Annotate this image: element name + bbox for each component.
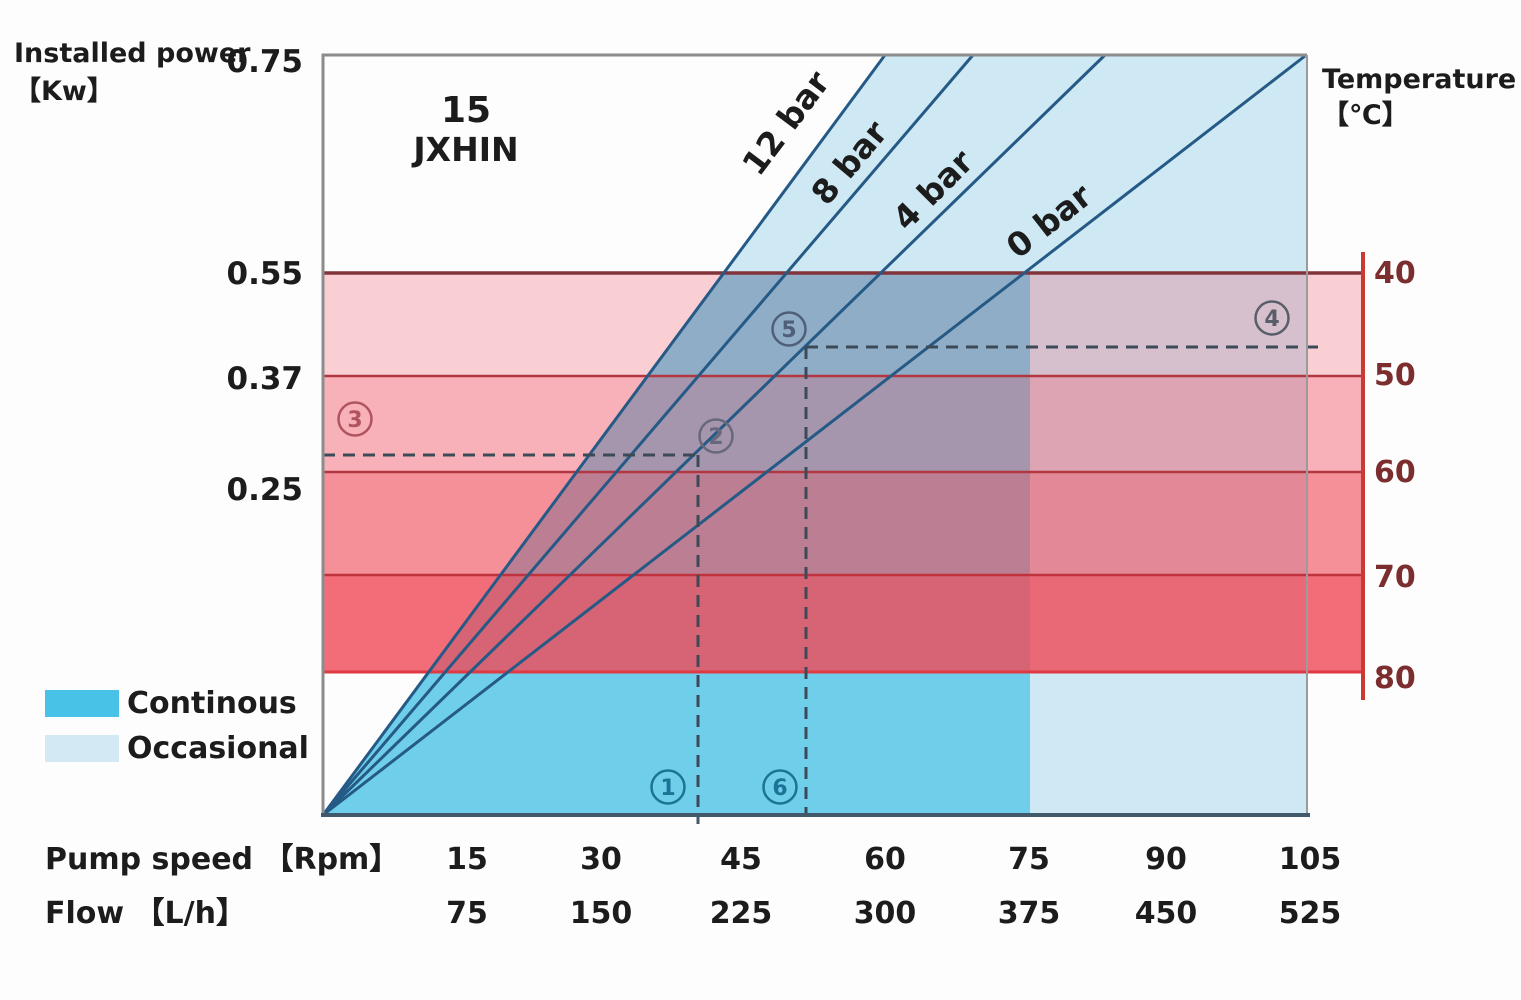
- chart-title-model: JXHIN: [411, 130, 518, 169]
- curve-8bar: [321, 54, 975, 816]
- marker-6-num: 6: [772, 776, 787, 801]
- marker-5-circle: [771, 311, 807, 347]
- power-tick-037: 0.37: [227, 361, 304, 397]
- pump-speed-tick: 45: [720, 842, 762, 877]
- power-tick-025: 0.25: [227, 472, 304, 508]
- flow-axis: Flow 【L/h】 75 150 225 300 375 450 525: [45, 896, 1341, 931]
- marker-6-circle: [762, 769, 798, 805]
- temp-tick-60: 60: [1374, 455, 1416, 490]
- legend: Continous Occasional: [45, 686, 309, 766]
- marker-5: 5: [771, 311, 807, 347]
- legend-label-continuous: Continous: [127, 686, 297, 721]
- pump-speed-tick: 30: [580, 842, 622, 877]
- flow-tick: 75: [446, 896, 488, 931]
- pump-speed-tick: 15: [446, 842, 488, 877]
- curve-12bar: [321, 54, 887, 816]
- marker-5-num: 5: [781, 318, 796, 343]
- marker-1-circle: [650, 769, 686, 805]
- power-tick-055: 0.55: [227, 256, 304, 292]
- curve-4bar: [321, 53, 1107, 817]
- dashed-guide-51rpm: [804, 345, 1318, 813]
- temp-tick-70: 70: [1374, 560, 1416, 595]
- pump-speed-tick: 105: [1279, 842, 1342, 877]
- temp-band-60-70: [323, 472, 1363, 575]
- marker-4-circle: [1254, 300, 1290, 336]
- temp-band-50-60: [323, 376, 1363, 472]
- flow-tick: 225: [710, 896, 773, 931]
- pump-speed-tick: 75: [1008, 842, 1050, 877]
- temp-axis-label: Temperature: [1322, 64, 1516, 95]
- flow-tick: 525: [1279, 896, 1342, 931]
- plot-border-topleft: [321, 53, 1307, 815]
- flow-axis-label: Flow 【L/h】: [45, 896, 246, 931]
- power-axis-label: Installed power: [14, 38, 251, 69]
- marker-3-num: 3: [347, 408, 362, 433]
- pump-speed-tick: 60: [864, 842, 906, 877]
- curve-0bar: [322, 54, 1306, 817]
- temp-tick-80: 80: [1374, 661, 1416, 696]
- marker-4: 4: [1254, 300, 1290, 336]
- pump-speed-tick: 90: [1145, 842, 1187, 877]
- legend-label-occasional: Occasional: [127, 731, 309, 766]
- flow-tick: 450: [1135, 896, 1198, 931]
- marker-3: 3: [337, 401, 373, 437]
- flow-tick: 150: [570, 896, 633, 931]
- temp-tick-40: 40: [1374, 256, 1416, 291]
- temp-band-40-50: [323, 273, 1363, 376]
- marker-1-num: 1: [660, 776, 675, 801]
- marker-2-num: 2: [708, 425, 723, 450]
- marker-3-circle: [337, 401, 373, 437]
- chart-title-size: 15: [441, 90, 491, 131]
- marker-1: 1: [650, 769, 686, 805]
- marker-2: 2: [698, 418, 734, 454]
- legend-swatch-occasional: [45, 735, 119, 762]
- temp-tick-50: 50: [1374, 358, 1416, 393]
- temp-band-70-80: [323, 575, 1363, 672]
- power-tick-075: 0.75: [227, 44, 304, 80]
- temp-axis-unit: 【℃】: [1322, 100, 1409, 131]
- power-axis-unit: 【Kw】: [14, 76, 114, 107]
- marker-2-circle: [698, 418, 734, 454]
- pump-speed-axis: Pump speed 【Rpm】 15 30 45 60 75 90 105: [45, 842, 1341, 877]
- dashed-guide-40rpm: [323, 453, 700, 813]
- flow-tick: 300: [854, 896, 917, 931]
- flow-tick: 375: [998, 896, 1061, 931]
- legend-swatch-continuous: [45, 690, 119, 717]
- marker-6: 6: [762, 769, 798, 805]
- marker-4-num: 4: [1264, 307, 1279, 332]
- pump-speed-axis-label: Pump speed 【Rpm】: [45, 842, 399, 877]
